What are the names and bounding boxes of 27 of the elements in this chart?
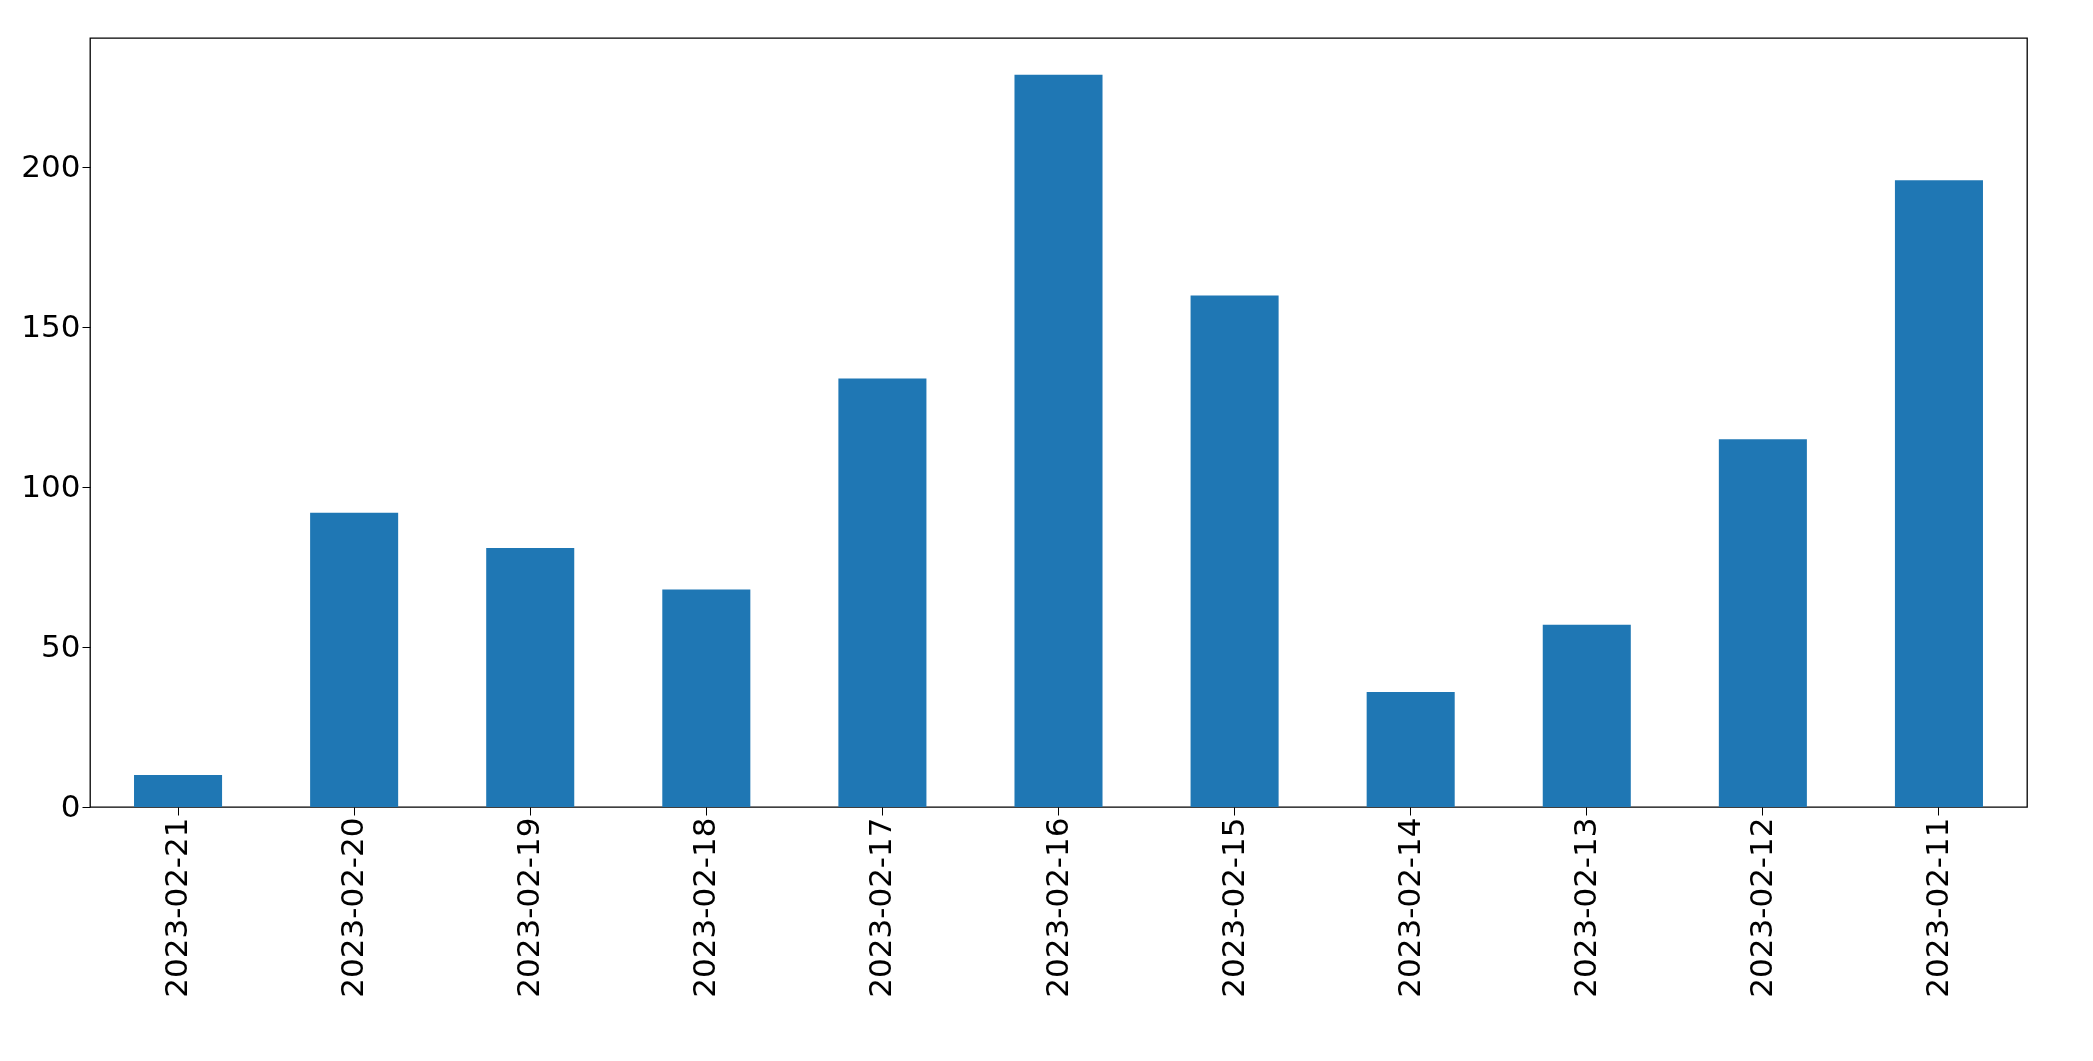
y-tick-label: 0	[60, 787, 81, 824]
y-tick-label: 200	[21, 148, 81, 184]
x-tick-label: 2023-02-15	[1214, 817, 1251, 998]
x-tick-label: 2023-02-14	[1390, 817, 1427, 998]
x-tick-label: 2023-02-19	[510, 817, 547, 998]
bar	[662, 589, 751, 807]
bar	[1894, 180, 1983, 807]
x-tick-label: 2023-02-11	[1918, 817, 1955, 998]
x-tick-label: 2023-02-18	[686, 817, 723, 998]
x-tick-label: 2023-02-16	[1038, 817, 1075, 998]
y-tick-label: 100	[21, 467, 81, 504]
bar	[134, 775, 223, 807]
x-tick-label: 2023-02-12	[1742, 817, 1779, 998]
bar	[1190, 295, 1279, 807]
bar	[1014, 74, 1103, 807]
bar	[310, 512, 399, 807]
y-tick-label: 50	[41, 627, 81, 664]
bar	[486, 548, 575, 807]
bar	[1542, 624, 1631, 807]
x-tick-label: 2023-02-21	[158, 817, 195, 998]
x-tick-label: 2023-02-17	[862, 817, 899, 998]
y-tick-label: 150	[21, 307, 81, 344]
bar	[838, 378, 927, 807]
x-tick-label: 2023-02-13	[1566, 817, 1603, 998]
bar	[1718, 439, 1807, 807]
x-tick-label: 2023-02-20	[334, 817, 371, 998]
bar	[1366, 691, 1455, 807]
